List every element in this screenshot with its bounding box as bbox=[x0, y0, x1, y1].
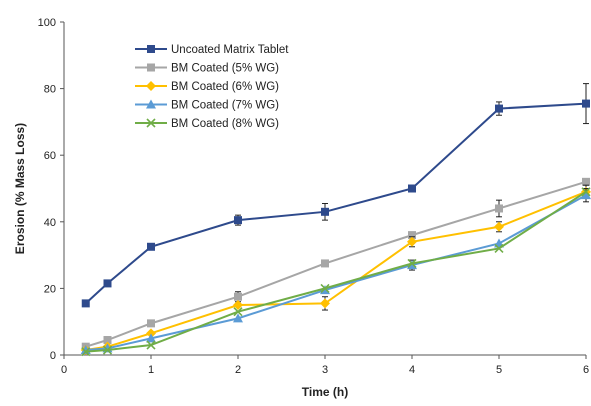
data-point bbox=[233, 307, 243, 317]
data-point bbox=[147, 242, 155, 251]
data-point bbox=[233, 313, 243, 323]
y-tick-label: 60 bbox=[44, 150, 56, 162]
data-point bbox=[320, 298, 330, 309]
series-line bbox=[85, 190, 587, 353]
data-point bbox=[146, 333, 156, 343]
series-line bbox=[85, 194, 587, 352]
legend-item: BM Coated (5% WG) bbox=[135, 63, 279, 75]
series-1 bbox=[81, 83, 590, 308]
data-point bbox=[103, 279, 112, 288]
series-2 bbox=[81, 177, 590, 351]
data-point-stroke bbox=[102, 345, 113, 355]
data-point bbox=[494, 243, 504, 254]
data-point bbox=[407, 258, 417, 268]
legend-item: BM Coated (7% WG) bbox=[135, 99, 279, 112]
legend-item: BM Coated (6% WG) bbox=[135, 81, 279, 93]
data-point-stroke bbox=[494, 243, 504, 254]
data-point bbox=[320, 283, 330, 293]
data-point bbox=[495, 204, 503, 213]
data-point bbox=[321, 259, 329, 268]
x-tick-label: 3 bbox=[322, 364, 328, 376]
data-point-stroke bbox=[81, 347, 91, 357]
data-point bbox=[582, 177, 590, 186]
legend-marker bbox=[146, 81, 156, 91]
data-point bbox=[494, 221, 504, 232]
x-tick-label: 1 bbox=[148, 364, 154, 376]
data-point bbox=[102, 345, 113, 355]
data-point bbox=[321, 207, 329, 216]
legend-marker bbox=[147, 45, 155, 53]
legend-label: Uncoated Matrix Tablet bbox=[171, 44, 289, 56]
data-point bbox=[408, 231, 416, 240]
data-point bbox=[81, 347, 91, 357]
x-tick-label: 5 bbox=[496, 364, 502, 376]
y-tick-label: 40 bbox=[44, 217, 56, 229]
legend-label: BM Coated (7% WG) bbox=[171, 100, 279, 112]
x-tick-label: 0 bbox=[61, 364, 67, 376]
x-axis-title: Time (h) bbox=[302, 385, 348, 399]
data-point-stroke bbox=[233, 307, 243, 317]
data-point-stroke bbox=[407, 258, 417, 268]
legend: Uncoated Matrix Tablet BM Coated (5% WG) B… bbox=[135, 44, 289, 130]
legend-marker bbox=[146, 118, 156, 128]
series-line bbox=[85, 102, 587, 305]
data-point-stroke bbox=[146, 340, 156, 350]
data-point bbox=[581, 187, 591, 197]
data-point bbox=[81, 299, 90, 308]
series-4 bbox=[80, 188, 591, 355]
legend-marker bbox=[146, 99, 156, 109]
data-point bbox=[234, 292, 242, 301]
x-tick-label: 4 bbox=[409, 364, 415, 376]
y-tick-label: 0 bbox=[50, 350, 56, 362]
series-5 bbox=[81, 187, 591, 357]
data-point bbox=[233, 300, 243, 311]
legend-item: Uncoated Matrix Tablet bbox=[135, 44, 289, 56]
y-tick-label: 80 bbox=[44, 84, 56, 96]
y-tick-label: 20 bbox=[44, 283, 56, 295]
x-tick-label: 6 bbox=[583, 364, 589, 376]
data-point bbox=[146, 340, 156, 350]
legend-marker-stroke bbox=[146, 118, 156, 128]
data-point bbox=[581, 190, 591, 200]
legend-label: BM Coated (5% WG) bbox=[171, 63, 279, 75]
data-point bbox=[103, 336, 112, 345]
x-tick-label: 2 bbox=[235, 364, 241, 376]
series-line bbox=[85, 190, 587, 351]
legend-label: BM Coated (8% WG) bbox=[171, 118, 279, 130]
data-point-stroke bbox=[581, 187, 591, 197]
data-point bbox=[408, 184, 416, 193]
legend-marker bbox=[147, 63, 155, 72]
legend-label: BM Coated (6% WG) bbox=[171, 81, 279, 93]
data-point bbox=[495, 104, 503, 113]
plot-area bbox=[80, 83, 591, 357]
legend-item: BM Coated (8% WG) bbox=[135, 118, 279, 130]
y-axis-title: Erosion (% Mass Loss) bbox=[13, 123, 27, 254]
data-point bbox=[407, 236, 417, 247]
series-line bbox=[85, 180, 587, 348]
ticks: 0 20 40 60 80 100 0 1 2 3 4 5 6 bbox=[38, 17, 589, 376]
data-point bbox=[582, 99, 590, 108]
data-point bbox=[147, 319, 155, 328]
data-point-stroke bbox=[320, 283, 330, 293]
data-point bbox=[234, 216, 242, 225]
y-tick-label: 100 bbox=[38, 17, 56, 29]
series-3 bbox=[80, 184, 591, 356]
